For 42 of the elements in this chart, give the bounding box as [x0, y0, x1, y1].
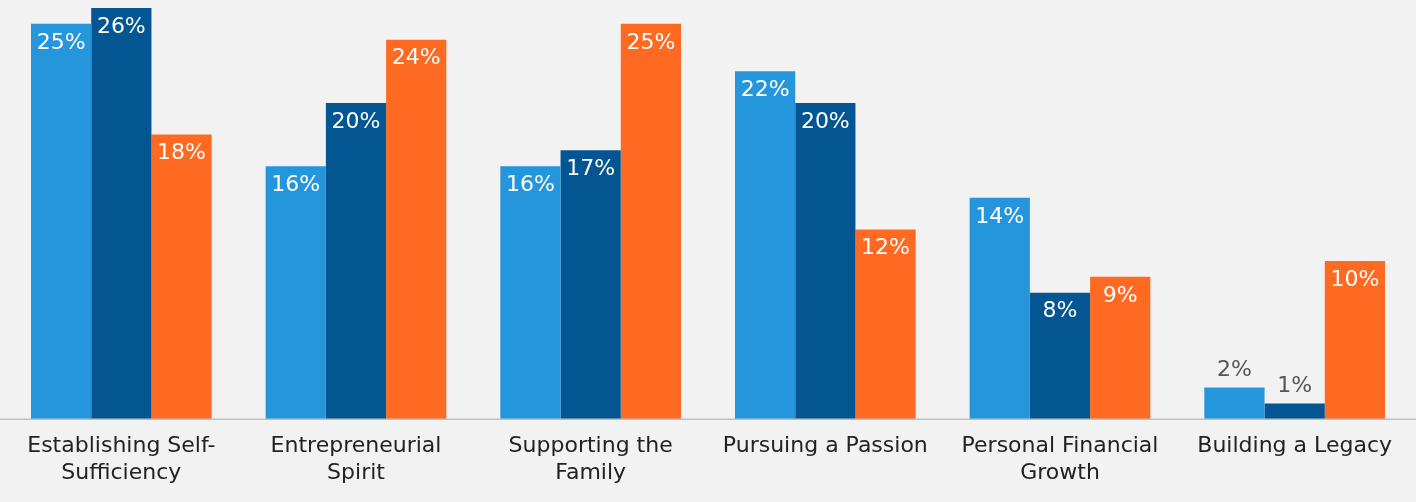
bar	[620, 23, 682, 420]
bar	[30, 23, 92, 420]
bar	[969, 197, 1030, 420]
bar	[265, 166, 326, 420]
data-label: 26%	[96, 12, 146, 38]
data-label: 17%	[566, 155, 616, 181]
data-label: 8%	[1042, 297, 1078, 323]
bar	[1029, 292, 1091, 420]
x-tick-label: Pursuing a Passion	[722, 432, 928, 458]
x-tick-label: Entrepreneurial Spirit	[270, 432, 442, 484]
bar	[386, 39, 447, 420]
bar	[855, 229, 916, 420]
data-label: 25%	[626, 28, 676, 54]
data-label: 18%	[157, 139, 207, 165]
data-label: 16%	[505, 170, 555, 196]
data-label: 9%	[1102, 281, 1138, 307]
data-label: 10%	[1330, 265, 1380, 291]
data-label: 1%	[1277, 372, 1313, 398]
x-tick-label: Building a Legacy	[1197, 432, 1393, 458]
bar	[1204, 387, 1265, 420]
x-tick-label: Supporting the Family	[508, 432, 673, 484]
data-label: 2%	[1216, 356, 1252, 382]
bar	[560, 150, 621, 420]
bar	[1090, 276, 1151, 420]
data-label: 16%	[271, 170, 321, 196]
bar	[1324, 261, 1386, 420]
bar	[325, 102, 387, 420]
data-label: 14%	[975, 202, 1025, 228]
bar	[500, 166, 561, 420]
data-label: 25%	[36, 28, 86, 54]
bar	[151, 134, 212, 420]
x-tick-label: Establishing Self-Sufficiency	[27, 432, 216, 484]
data-label: 24%	[391, 44, 441, 70]
data-label: 22%	[740, 75, 790, 101]
x-tick-label: Personal Financial Growth	[961, 432, 1159, 484]
bar	[91, 8, 152, 420]
bar	[795, 102, 856, 420]
data-label: 12%	[861, 234, 911, 260]
data-label: 20%	[800, 107, 850, 133]
data-label: 20%	[331, 107, 381, 133]
bar	[1264, 403, 1325, 420]
bar	[734, 71, 796, 420]
